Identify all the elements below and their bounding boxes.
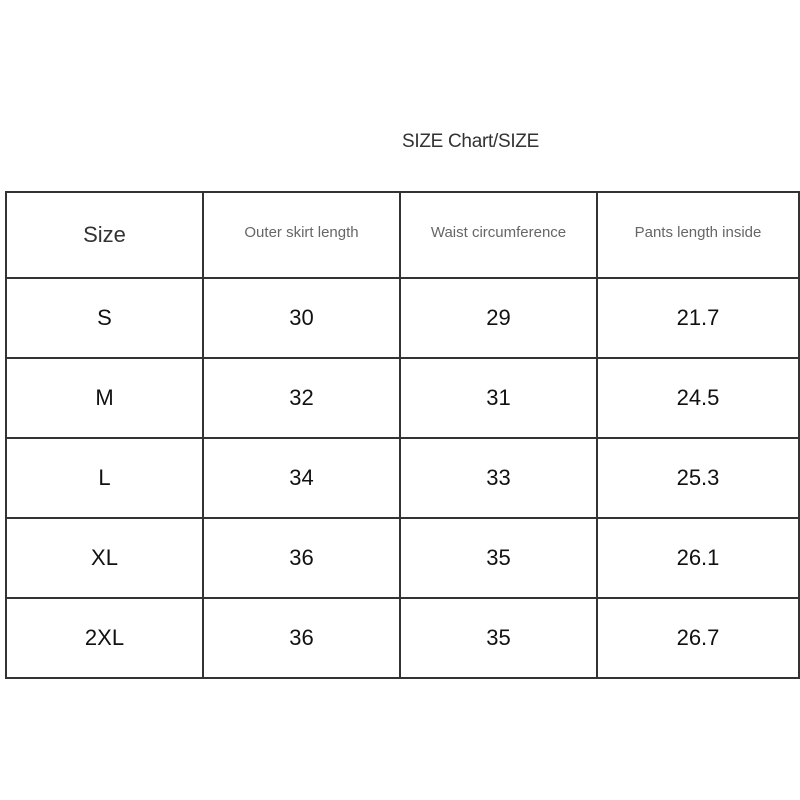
cell-outer-skirt-length: 32	[202, 357, 401, 439]
cell-pants-length: 26.7	[596, 597, 800, 679]
cell-outer-skirt-length: 34	[202, 437, 401, 519]
cell-size: XL	[5, 517, 204, 599]
cell-outer-skirt-length: 36	[202, 597, 401, 679]
cell-waist: 33	[399, 437, 598, 519]
cell-pants-length: 26.1	[596, 517, 800, 599]
cell-pants-length: 21.7	[596, 277, 800, 359]
cell-waist: 29	[399, 277, 598, 359]
cell-outer-skirt-length: 36	[202, 517, 401, 599]
cell-size: M	[5, 357, 204, 439]
cell-pants-length: 24.5	[596, 357, 800, 439]
size-table: Size Outer skirt length Waist circumfere…	[5, 191, 800, 679]
header-outer-skirt-length: Outer skirt length	[202, 191, 401, 279]
cell-waist: 35	[399, 597, 598, 679]
cell-size: 2XL	[5, 597, 204, 679]
table-row: S 30 29 21.7	[5, 277, 800, 359]
header-row: Size Outer skirt length Waist circumfere…	[5, 191, 800, 279]
header-pants-length-inside: Pants length inside	[596, 191, 800, 279]
cell-waist: 35	[399, 517, 598, 599]
cell-outer-skirt-length: 30	[202, 277, 401, 359]
table-row: XL 36 35 26.1	[5, 517, 800, 599]
header-size: Size	[5, 191, 204, 279]
cell-waist: 31	[399, 357, 598, 439]
table-row: 2XL 36 35 26.7	[5, 597, 800, 679]
table-row: L 34 33 25.3	[5, 437, 800, 519]
cell-pants-length: 25.3	[596, 437, 800, 519]
cell-size: S	[5, 277, 204, 359]
table-row: M 32 31 24.5	[5, 357, 800, 439]
cell-size: L	[5, 437, 204, 519]
chart-title: SIZE Chart/SIZE	[402, 131, 539, 152]
header-waist-circumference: Waist circumference	[399, 191, 598, 279]
